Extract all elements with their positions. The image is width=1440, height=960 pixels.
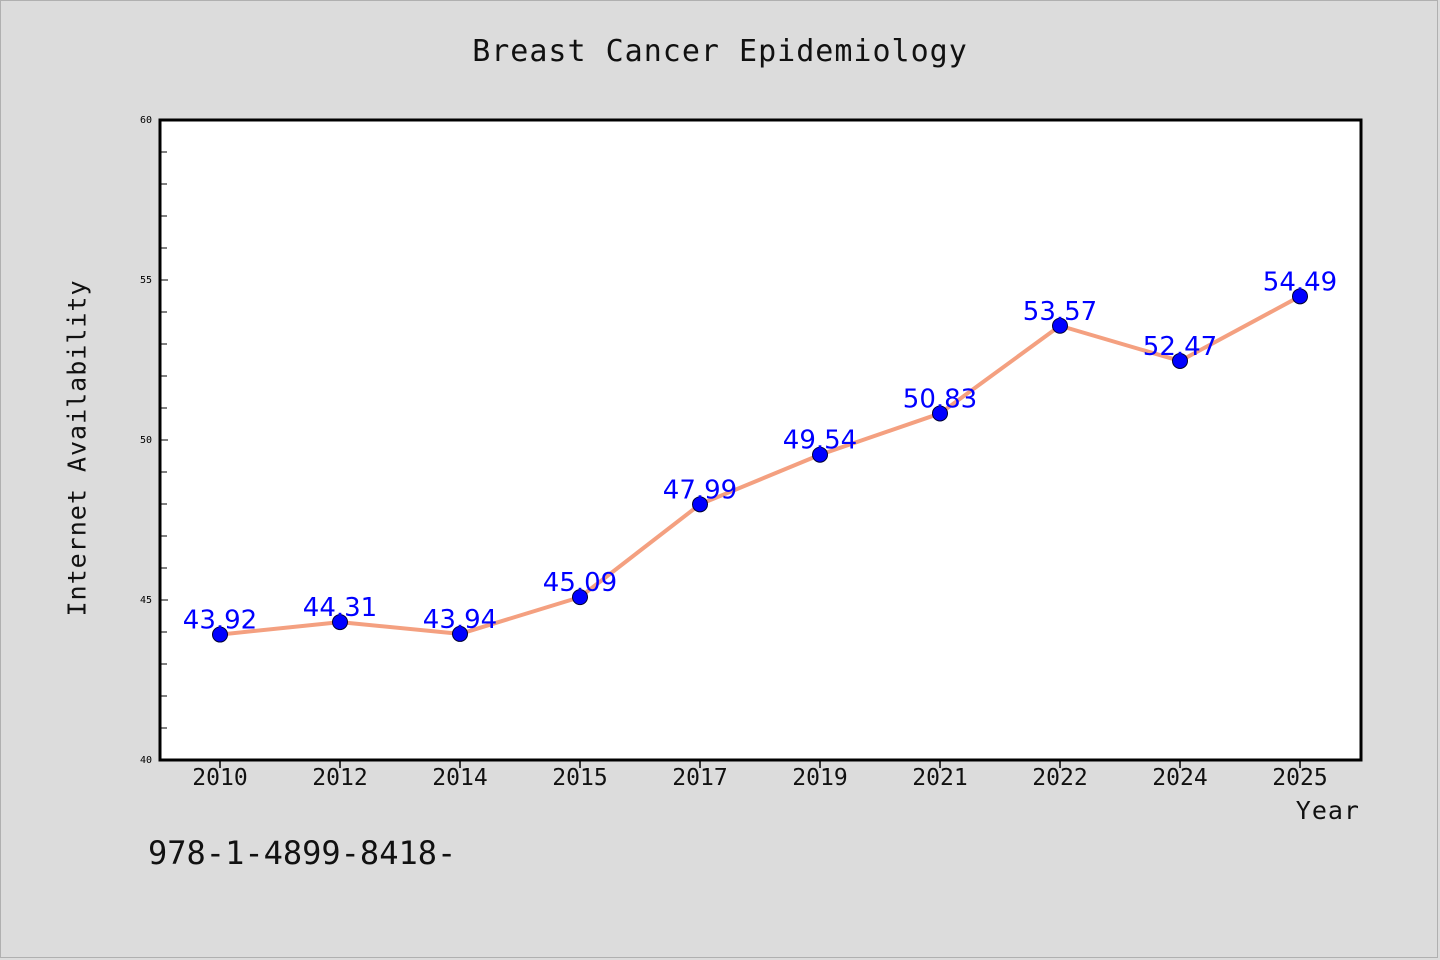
data-label: 53.57 <box>1023 297 1097 327</box>
x-tick-label: 2017 <box>672 765 727 791</box>
x-tick-label: 2015 <box>552 765 607 791</box>
x-tick-label: 2022 <box>1032 765 1087 791</box>
y-tick-label: 45 <box>140 595 152 606</box>
data-label: 54.49 <box>1263 267 1337 297</box>
data-point-marker <box>332 614 348 631</box>
data-label: 43.94 <box>423 605 497 635</box>
x-tick-label: 2019 <box>792 765 847 791</box>
data-point-marker <box>1052 317 1068 334</box>
data-point-marker <box>932 405 948 422</box>
x-tick-label: 2021 <box>912 765 967 791</box>
data-point-marker <box>452 625 468 642</box>
data-point-marker <box>1172 352 1188 369</box>
x-tick-label: 2012 <box>312 765 367 791</box>
x-tick-label: 2025 <box>1272 765 1327 791</box>
data-point-marker <box>1292 288 1308 305</box>
data-label: 52.47 <box>1143 332 1217 362</box>
y-tick-label: 40 <box>140 755 152 766</box>
footnote-text: 978-1-4899-8418- <box>148 834 457 872</box>
data-label: 50.83 <box>903 384 977 414</box>
data-label: 44.31 <box>303 593 377 623</box>
series-line <box>219 294 1301 637</box>
data-point-marker <box>812 446 828 463</box>
x-tick-label: 2024 <box>1152 765 1207 791</box>
x-axis-label: Year <box>1295 796 1360 825</box>
x-tick-label: 2010 <box>192 765 247 791</box>
data-point-marker <box>572 589 588 606</box>
data-label: 49.54 <box>783 426 857 456</box>
data-label: 45.09 <box>543 568 617 598</box>
x-tick-label: 2014 <box>432 765 487 791</box>
y-tick-label: 55 <box>140 275 152 286</box>
data-point-marker <box>692 496 708 513</box>
plot-area <box>158 118 1363 762</box>
y-tick-label: 60 <box>140 115 152 126</box>
data-label: 43.92 <box>183 606 257 636</box>
data-label: 47.99 <box>663 475 737 505</box>
y-tick-label: 50 <box>140 435 152 446</box>
data-point-marker <box>212 626 228 643</box>
chart-title: Breast Cancer Epidemiology <box>472 34 968 69</box>
